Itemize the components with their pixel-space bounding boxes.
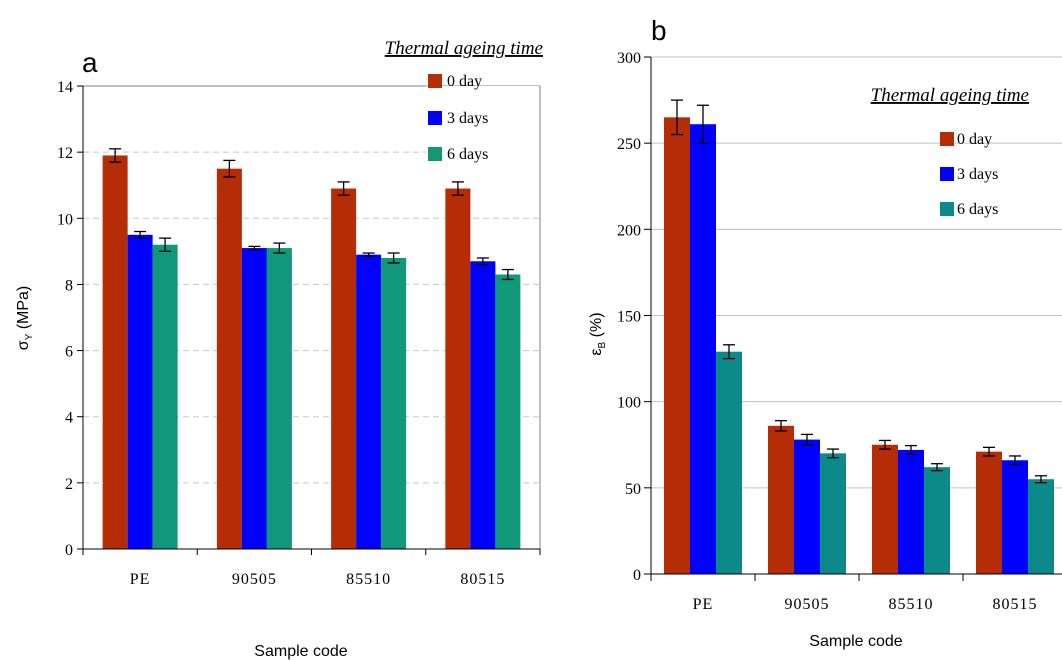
panel-a-y-axis-label: σY (MPa) xyxy=(15,286,35,351)
bar xyxy=(216,168,242,549)
y-tick-label: 10 xyxy=(57,211,73,228)
y-tick-label: 4 xyxy=(65,410,73,427)
bar xyxy=(898,449,924,574)
panel-b-legend-title: Thermal ageing time xyxy=(871,85,1029,106)
panel-a-bars xyxy=(102,148,521,550)
legend-entry: 3 days xyxy=(957,166,998,183)
legend-background xyxy=(426,86,539,170)
panel-a-x-axis-label: Sample code xyxy=(254,643,347,660)
legend-entry: 6 days xyxy=(957,201,998,218)
panel-a-y-axis-label-subscript: Y xyxy=(24,333,35,340)
panel-b-y-axis-label-symbol: ε xyxy=(588,348,605,355)
x-tick-label: 90505 xyxy=(785,596,830,613)
bar xyxy=(152,244,178,549)
bar xyxy=(470,261,496,549)
x-tick-label: 90505 xyxy=(232,571,277,588)
bar xyxy=(690,124,716,575)
x-tick-label: 85510 xyxy=(346,571,391,588)
y-tick-label: 150 xyxy=(617,309,641,326)
bar xyxy=(924,467,950,574)
y-tick-label: 50 xyxy=(625,481,641,498)
y-tick-label: 0 xyxy=(633,567,641,584)
bar xyxy=(445,188,471,549)
bar xyxy=(1002,460,1028,574)
panel-b-bar-chart: 0 50 100 150 200 250 300 PE 90505 85510 80515 0 da… xyxy=(588,15,1062,650)
panel-b-letter: b xyxy=(651,15,667,46)
panel-a-legend-title: Thermal ageing time xyxy=(385,38,543,59)
panel-b-bars xyxy=(664,99,1054,575)
legend-entry: 3 days xyxy=(447,110,488,127)
panel-a-y-axis-label-symbol: σ xyxy=(15,340,32,350)
panel-a-bar-chart: 0 2 4 6 8 10 12 14 PE 90505 85510 80515 0 day 3 days… xyxy=(15,38,543,660)
bar xyxy=(241,248,267,550)
panel-b-legend: 0 day 3 days 6 days xyxy=(940,131,998,218)
bar xyxy=(102,155,128,549)
panel-b-axes: 0 50 100 150 200 250 300 PE 90505 85510 80515 xyxy=(617,50,1062,613)
bar xyxy=(794,439,820,574)
panel-a-letter: a xyxy=(82,47,98,78)
y-tick-label: 200 xyxy=(617,222,641,239)
legend-swatch xyxy=(940,167,954,181)
panel-a-axes: 0 2 4 6 8 10 12 14 PE 90505 85510 80515 xyxy=(57,79,541,588)
legend-swatch xyxy=(428,74,442,88)
bar xyxy=(872,444,898,574)
panel-b-x-axis-label: Sample code xyxy=(809,633,902,650)
bar xyxy=(266,248,292,550)
bar xyxy=(768,425,794,574)
bar xyxy=(664,117,690,575)
bar xyxy=(127,234,153,550)
panel-a-legend: 0 day 3 days 6 days xyxy=(426,73,539,170)
bar xyxy=(976,451,1002,574)
y-tick-label: 12 xyxy=(57,145,73,162)
legend-swatch xyxy=(428,111,442,125)
panel-b-y-axis-label-subscript: B xyxy=(597,341,608,348)
y-tick-label: 14 xyxy=(57,79,73,96)
bar xyxy=(381,257,407,549)
y-tick-label: 2 xyxy=(65,476,73,493)
panel-b-y-axis-label-unit: (%) xyxy=(588,312,605,341)
legend-swatch xyxy=(940,132,954,146)
bar xyxy=(356,254,382,549)
panel-b-y-axis-label: εB (%) xyxy=(588,312,608,355)
x-tick-label: 80515 xyxy=(460,571,505,588)
legend-entry: 0 day xyxy=(447,73,482,90)
legend-swatch xyxy=(940,202,954,216)
y-tick-label: 0 xyxy=(65,542,73,559)
legend-swatch xyxy=(428,147,442,161)
x-tick-label: PE xyxy=(693,596,714,613)
x-tick-label: 80515 xyxy=(993,596,1038,613)
panel-a-y-axis-label-unit: (MPa) xyxy=(15,286,32,334)
y-tick-label: 100 xyxy=(617,395,641,412)
x-tick-label: 85510 xyxy=(889,596,934,613)
bar xyxy=(1028,479,1054,574)
legend-entry: 0 day xyxy=(957,131,992,148)
y-tick-label: 250 xyxy=(617,136,641,153)
bar xyxy=(495,274,521,549)
y-tick-label: 300 xyxy=(617,50,641,67)
y-tick-label: 6 xyxy=(65,344,73,361)
legend-entry: 6 days xyxy=(447,146,488,163)
bar xyxy=(331,188,357,549)
x-tick-label: PE xyxy=(130,571,151,588)
bar xyxy=(716,351,742,574)
y-tick-label: 8 xyxy=(65,277,73,294)
bar xyxy=(820,453,846,574)
